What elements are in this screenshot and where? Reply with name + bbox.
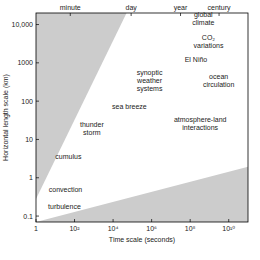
annotation: systems bbox=[137, 85, 163, 93]
x2-tick-label: minute bbox=[60, 4, 81, 11]
y-tick bbox=[36, 24, 39, 25]
y-tick bbox=[36, 216, 39, 217]
y-tick bbox=[36, 101, 39, 102]
x-tick bbox=[36, 219, 37, 222]
x-tick-label: 1 bbox=[34, 225, 38, 232]
annotation: climate bbox=[192, 19, 214, 26]
annotation: convection bbox=[49, 186, 83, 193]
annotation: sea breeze bbox=[112, 103, 147, 110]
annotation: synoptic bbox=[137, 69, 163, 77]
annotation: cumulus bbox=[55, 153, 82, 160]
annotation: CO₂ bbox=[202, 34, 216, 41]
shaded-region bbox=[36, 167, 248, 222]
chart: 110²10⁴10⁶10⁸10¹⁰minutedayyearcentury0.1… bbox=[0, 0, 260, 260]
y-tick bbox=[36, 177, 39, 178]
y-tick-label: 0.1 bbox=[23, 213, 33, 220]
x2-tick-label: day bbox=[125, 4, 137, 12]
y-tick-label: 1 bbox=[29, 174, 33, 181]
x2-tick bbox=[70, 13, 71, 16]
x-tick-label: 10⁸ bbox=[185, 225, 196, 232]
annotation: global bbox=[194, 11, 213, 19]
x2-tick bbox=[180, 13, 181, 16]
annotation: storm bbox=[83, 129, 101, 136]
annotation: atmosphere-land bbox=[174, 116, 227, 124]
annotation: thunder bbox=[80, 121, 104, 128]
x-axis-title: Time scale (seconds) bbox=[109, 236, 175, 244]
y-tick-label: 1000 bbox=[17, 59, 33, 66]
regions bbox=[36, 13, 248, 222]
annotation: circulation bbox=[203, 81, 235, 88]
x-tick bbox=[74, 219, 75, 222]
y-tick bbox=[36, 139, 39, 140]
x2-tick-label: year bbox=[174, 4, 188, 12]
x-tick bbox=[113, 219, 114, 222]
x2-tick bbox=[131, 13, 132, 16]
y-tick-label: 10,000 bbox=[12, 21, 34, 28]
background bbox=[0, 0, 260, 260]
annotation: interactions bbox=[182, 124, 218, 131]
y-tick-label: 10 bbox=[25, 136, 33, 143]
annotation: turbulence bbox=[48, 203, 81, 210]
y-axis-title: Horizontal length scale (km) bbox=[2, 74, 10, 161]
x-tick bbox=[190, 219, 191, 222]
x-tick-label: 10⁴ bbox=[108, 225, 119, 232]
x-tick-label: 10¹⁰ bbox=[222, 225, 235, 232]
x-tick-label: 10² bbox=[69, 225, 80, 232]
x2-tick bbox=[219, 13, 220, 16]
annotation: weather bbox=[136, 77, 163, 84]
annotation: ocean bbox=[209, 73, 228, 80]
annotation: variations bbox=[193, 42, 223, 49]
plot-frame bbox=[36, 13, 248, 222]
y-tick bbox=[36, 62, 39, 63]
x-tick-label: 10⁶ bbox=[146, 225, 157, 232]
x-tick bbox=[151, 219, 152, 222]
annotation: El Niño bbox=[185, 56, 208, 63]
y-tick-label: 100 bbox=[21, 98, 33, 105]
x-tick bbox=[228, 219, 229, 222]
